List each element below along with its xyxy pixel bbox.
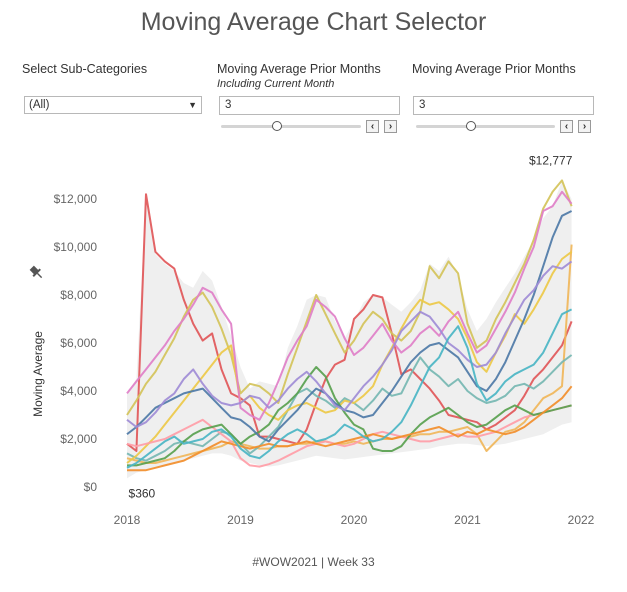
subcategory-filter-label: Select Sub-Categories [22,62,148,76]
ma1-parameter-sublabel: Including Current Month [217,78,335,90]
ma2-parameter-label: Moving Average Prior Months [412,62,576,76]
y-tick-label: $2,000 [60,432,97,446]
series-line-6 [126,190,573,421]
y-tick-label: $8,000 [60,288,97,302]
moving-average-chart: $0 $2,000 $4,000 $6,000 $8,000 $10,000 $12,000… [28,153,595,527]
x-tick-label: 2018 [114,513,141,527]
series-line-9 [127,385,573,472]
min-value-label: $360 [129,486,156,500]
subcategory-dropdown-value: (All) [29,99,50,111]
ma2-slider-thumb[interactable] [466,121,476,131]
max-value-label: $12,777 [529,153,573,167]
ma1-value-input[interactable]: 3 [219,96,400,115]
footer-note: #WOW2021 | Week 33 [252,555,375,569]
series-lines-layer [126,179,573,472]
pin-icon[interactable] [28,264,45,281]
ma2-value-input[interactable]: 3 [413,96,594,115]
ma2-increment-button[interactable]: › [578,120,591,133]
ma2-slider-track[interactable] [416,125,555,128]
series-line-11 [126,260,573,428]
y-axis-label: Moving Average [31,331,45,417]
series-line-8 [127,366,572,467]
x-tick-label: 2019 [227,513,254,527]
series-line-10 [126,210,573,443]
ma1-parameter-label: Moving Average Prior Months [217,62,381,76]
x-tick-label: 2022 [568,513,595,527]
y-tick-label: $10,000 [54,240,98,254]
y-tick-label: $12,000 [54,192,98,206]
series-line-1 [126,193,573,452]
subcategory-dropdown[interactable]: (All) ▼ [24,96,202,114]
ma1-value-text: 3 [225,99,232,111]
ma2-decrement-button[interactable]: ‹ [560,120,573,133]
series-line-7 [126,404,572,468]
dashboard-title: Moving Average Chart Selector [140,8,487,36]
y-tick-label: $6,000 [60,336,97,350]
series-line-4 [126,354,573,462]
axis-layer: $0 $2,000 $4,000 $6,000 $8,000 $10,000 $12,000… [54,192,595,527]
ma1-decrement-button[interactable]: ‹ [366,120,379,133]
ma2-value-text: 3 [419,99,426,111]
ma1-slider-thumb[interactable] [272,121,282,131]
y-tick-label: $4,000 [60,384,97,398]
y-tick-label: $0 [84,480,98,494]
x-tick-label: 2021 [454,513,481,527]
ma1-increment-button[interactable]: › [384,120,397,133]
x-tick-label: 2020 [341,513,368,527]
chevron-down-icon[interactable]: ▼ [188,100,197,110]
ma1-slider-track[interactable] [221,125,361,128]
series-line-12 [126,308,573,469]
